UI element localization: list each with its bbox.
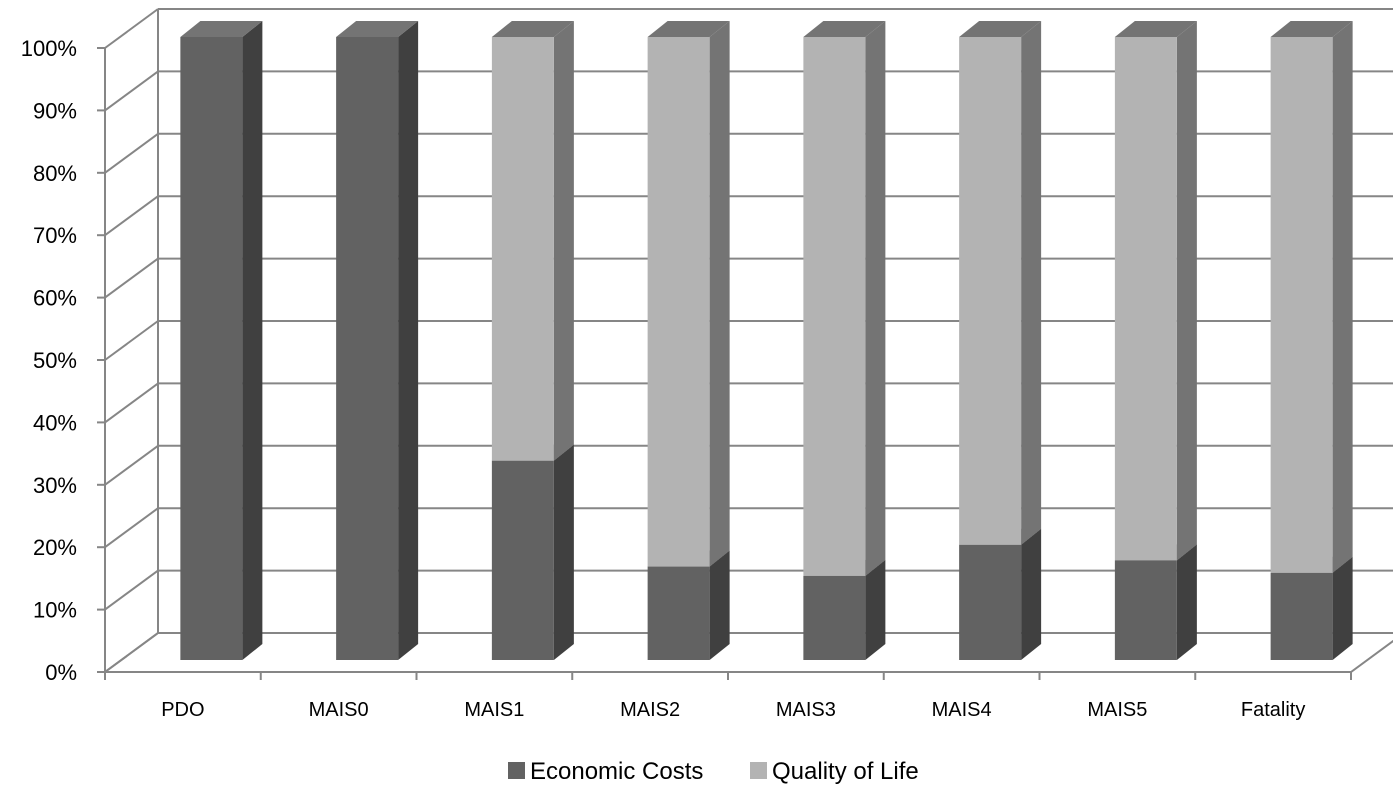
legend: Economic Costs Quality of Life	[508, 758, 919, 785]
bar-segment	[959, 528, 1042, 660]
bar-side	[865, 559, 886, 660]
gridline-depth	[104, 507, 159, 549]
x-tick-label: MAIS2	[620, 699, 680, 721]
bar-front	[1114, 37, 1177, 561]
bar-side	[1021, 528, 1042, 660]
x-tick-label: MAIS1	[464, 699, 524, 721]
bar-front	[959, 37, 1022, 545]
bar-side	[709, 550, 730, 660]
bar-front	[647, 37, 710, 567]
bar-segment	[491, 444, 574, 660]
bar-side	[709, 21, 730, 567]
bar-top	[803, 21, 886, 37]
bar-segment	[1114, 21, 1197, 561]
bar-front	[180, 37, 243, 660]
bar-segment	[647, 21, 730, 567]
gridline-depth	[104, 632, 159, 673]
gridline-depth	[104, 382, 159, 424]
bar-side	[553, 444, 574, 660]
bar-front	[647, 566, 710, 660]
bar-front	[1270, 572, 1333, 660]
bar-top	[336, 21, 419, 37]
gridline-depth	[104, 257, 159, 299]
y-tick-label: 90%	[33, 98, 77, 123]
bar-side	[242, 21, 263, 660]
bar-top	[1114, 21, 1197, 37]
y-tick-label: 40%	[33, 410, 77, 435]
gridline-depth	[104, 195, 159, 237]
bar-segment	[647, 550, 730, 660]
bar-segment	[491, 21, 574, 461]
x-tick-label: MAIS0	[309, 699, 369, 721]
chart-floor	[101, 632, 1393, 673]
bar-front	[491, 460, 554, 660]
bar-top	[180, 21, 263, 37]
bar-top	[1270, 21, 1353, 37]
bar-segment	[180, 21, 263, 660]
y-tick-label: 100%	[21, 36, 77, 61]
gridline-depth	[104, 8, 159, 49]
gridline-depth	[104, 70, 159, 112]
legend-item: Quality of Life	[750, 758, 919, 785]
bar-side	[1176, 544, 1197, 660]
y-tick-label: 70%	[33, 223, 77, 248]
bars	[180, 21, 1353, 660]
x-tick-label: MAIS4	[932, 699, 992, 721]
y-tick-label: 80%	[33, 161, 77, 186]
bar-side	[1332, 556, 1353, 660]
bar-segment	[336, 21, 419, 660]
y-tick-label: 60%	[33, 286, 77, 311]
y-tick-label: 0%	[45, 660, 77, 685]
bar-front	[491, 37, 554, 461]
bar-top	[959, 21, 1042, 37]
bar-segment	[1270, 21, 1353, 573]
bar-front	[959, 544, 1022, 660]
y-axis-ticks: 0% 10% 20% 30% 40% 50% 60% 70% 80% 90% 100%	[21, 36, 105, 685]
legend-label: Quality of Life	[772, 758, 919, 785]
x-tick-label: Fatality	[1241, 699, 1305, 721]
y-tick-label: 30%	[33, 473, 77, 498]
y-tick-label: 10%	[33, 598, 77, 623]
gridline-depth	[104, 132, 159, 174]
x-tick-label: MAIS5	[1087, 699, 1147, 721]
bar-top	[647, 21, 730, 37]
bar-front	[1270, 37, 1333, 573]
bar-side	[1332, 21, 1353, 573]
gridline-depth	[104, 569, 159, 611]
legend-label: Economic Costs	[530, 758, 703, 785]
gridline-depth	[104, 320, 159, 361]
bar-front	[336, 37, 399, 660]
bar-front	[803, 575, 866, 660]
bar-side	[1021, 21, 1042, 545]
bar-side	[553, 21, 574, 461]
y-tick-label: 50%	[33, 348, 77, 373]
chart-walls	[101, 9, 1393, 673]
legend-swatch	[750, 762, 767, 779]
bar-side	[1176, 21, 1197, 561]
bar-front	[803, 37, 866, 576]
y-tick-label: 20%	[33, 535, 77, 560]
bar-segment	[1114, 544, 1197, 660]
bar-segment	[803, 21, 886, 576]
legend-item: Economic Costs	[508, 758, 703, 785]
gridlines	[104, 8, 1393, 673]
bar-side	[398, 21, 419, 660]
x-tick-label: MAIS3	[776, 699, 836, 721]
gridline-depth	[104, 444, 159, 486]
bar-side	[865, 21, 886, 576]
legend-swatch	[508, 762, 525, 779]
x-axis-ticks: PDO MAIS0 MAIS1 MAIS2 MAIS3 MAIS4 MAIS5 Fatalit…	[104, 671, 1352, 721]
bar-segment	[959, 21, 1042, 545]
bar-front	[1114, 560, 1177, 660]
x-tick-label: PDO	[161, 699, 204, 721]
bar-top	[491, 21, 574, 37]
